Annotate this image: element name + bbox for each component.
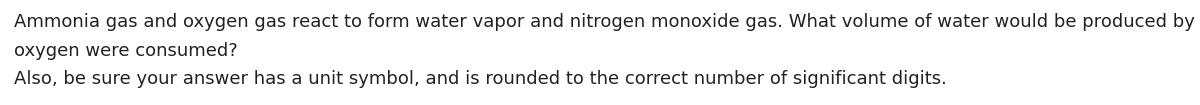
Text: Also, be sure your answer has a unit symbol, and is rounded to the correct numbe: Also, be sure your answer has a unit sym… bbox=[14, 70, 947, 88]
Text: Ammonia gas and oxygen gas react to form water vapor and nitrogen monoxide gas. : Ammonia gas and oxygen gas react to form… bbox=[14, 13, 1200, 31]
Text: oxygen were consumed?: oxygen were consumed? bbox=[14, 42, 238, 60]
